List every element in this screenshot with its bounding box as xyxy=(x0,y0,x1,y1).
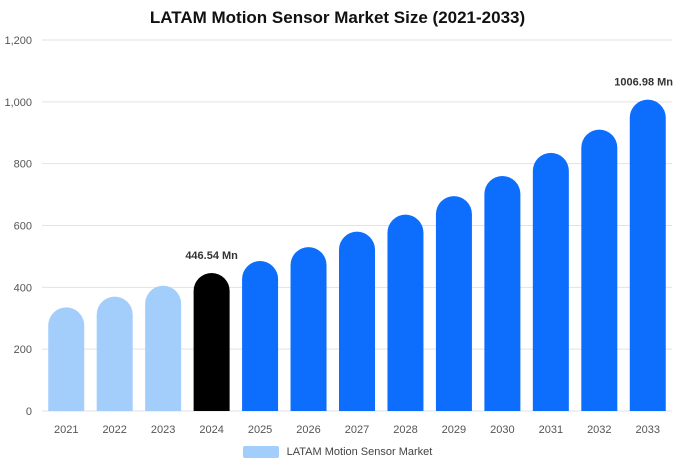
y-tick-label: 1,200 xyxy=(4,35,32,47)
bar-2026[interactable] xyxy=(290,247,327,411)
y-tick-label: 800 xyxy=(14,159,32,171)
bar-2029[interactable] xyxy=(435,196,472,411)
y-tick-label: 200 xyxy=(14,344,32,356)
y-tick-label: 0 xyxy=(26,406,32,418)
bar-2025[interactable] xyxy=(242,261,279,411)
data-label-2024: 446.54 Mn xyxy=(185,250,238,262)
data-label-2033: 1006.98 Mn xyxy=(614,77,673,89)
bar-2021[interactable] xyxy=(48,307,85,411)
x-axis-ticks: 2021 2022 2023 2024 2025 2026 2027 2028 2029 2030… xyxy=(54,424,660,436)
x-tick-label: 2033 xyxy=(636,424,660,436)
y-tick-label: 1,000 xyxy=(4,97,32,109)
bar-2027[interactable] xyxy=(339,231,375,411)
chart-title: LATAM Motion Sensor Market Size (2021-20… xyxy=(149,8,526,27)
x-tick-label: 2022 xyxy=(102,424,126,436)
x-tick-label: 2029 xyxy=(442,424,466,436)
y-tick-label: 600 xyxy=(14,221,32,233)
x-tick-label: 2032 xyxy=(587,424,611,436)
bar-2024[interactable] xyxy=(193,272,230,411)
x-tick-label: 2030 xyxy=(490,424,514,436)
legend-swatch xyxy=(242,446,279,458)
x-tick-label: 2023 xyxy=(151,424,175,436)
data-labels: 446.54 Mn 1006.98 Mn xyxy=(185,77,673,262)
x-tick-label: 2025 xyxy=(248,424,272,436)
y-tick-label: 400 xyxy=(14,282,32,294)
x-tick-label: 2028 xyxy=(393,424,417,436)
bar-2033[interactable] xyxy=(629,99,666,411)
x-tick-label: 2027 xyxy=(345,424,369,436)
bar-2030[interactable] xyxy=(484,176,521,411)
x-tick-label: 2024 xyxy=(199,424,223,436)
legend-label: LATAM Motion Sensor Market xyxy=(286,446,433,458)
bars xyxy=(48,99,666,412)
x-tick-label: 2021 xyxy=(54,424,78,436)
bar-2023[interactable] xyxy=(145,285,182,411)
bar-2031[interactable] xyxy=(532,152,569,411)
x-tick-label: 2031 xyxy=(539,424,563,436)
x-tick-label: 2026 xyxy=(296,424,320,436)
bar-2022[interactable] xyxy=(96,296,133,411)
legend[interactable]: LATAM Motion Sensor Market xyxy=(0,446,675,458)
y-axis-ticks: 0 200 400 600 800 1,000 1,200 xyxy=(4,35,32,418)
bar-2032[interactable] xyxy=(581,129,618,412)
bar-2028[interactable] xyxy=(387,214,424,411)
